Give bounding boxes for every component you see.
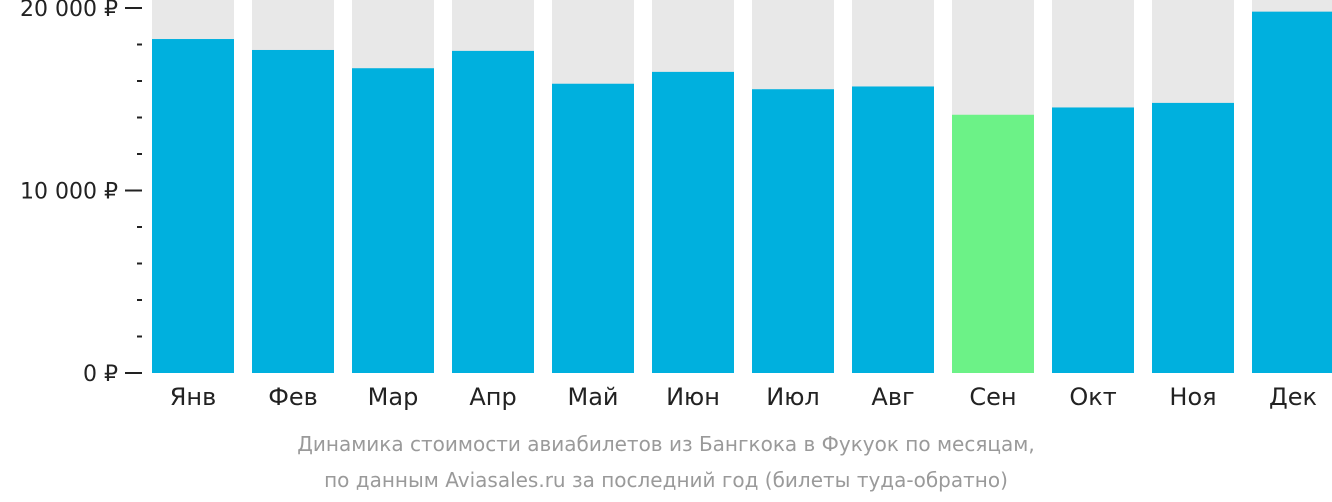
chart-caption-line-2: по данным Aviasales.ru за последний год … [324, 468, 1008, 492]
bar-6 [652, 71, 734, 373]
bar-5 [552, 83, 634, 374]
bar-9 [952, 114, 1034, 373]
bar-chart: 20 000 ₽ 10 000 ₽ 0 ₽ Янв Фев Мар Апр Май Июн Ию… [20, 0, 1332, 411]
bar-2 [252, 49, 334, 373]
bar-8 [852, 86, 934, 373]
y-tick-label: 20 000 ₽ [20, 0, 118, 22]
y-tick-label: 10 000 ₽ [20, 180, 118, 205]
x-tick-label: Фев [268, 383, 318, 411]
x-tick-label: Апр [469, 383, 516, 411]
x-tick-label: Янв [170, 383, 217, 411]
x-tick-label: Мар [368, 383, 419, 411]
chart-caption-line-1: Динамика стоимости авиабилетов из Бангко… [297, 432, 1035, 456]
x-tick-label: Авг [871, 383, 914, 411]
x-tick-label: Май [567, 383, 618, 411]
bar-3 [352, 68, 434, 373]
bar-12 [1252, 11, 1332, 374]
data-bars [152, 11, 1332, 374]
bar-4 [452, 50, 534, 373]
y-axis: 20 000 ₽ 10 000 ₽ 0 ₽ [20, 0, 142, 387]
x-tick-label: Дек [1269, 383, 1317, 411]
x-tick-label: Сен [969, 383, 1016, 411]
x-tick-label: Июн [666, 383, 720, 411]
bar-1 [152, 39, 234, 374]
bar-10 [1052, 107, 1134, 374]
bar-7 [752, 89, 834, 374]
bar-11 [1152, 102, 1234, 374]
x-axis-labels: Янв Фев Мар Апр Май Июн Июл Авг Сен Окт Ноя Дек [170, 383, 1317, 411]
x-tick-label: Ноя [1169, 383, 1216, 411]
x-tick-label: Окт [1069, 383, 1116, 411]
x-tick-label: Июл [766, 383, 820, 411]
y-tick-label: 0 ₽ [83, 362, 118, 387]
